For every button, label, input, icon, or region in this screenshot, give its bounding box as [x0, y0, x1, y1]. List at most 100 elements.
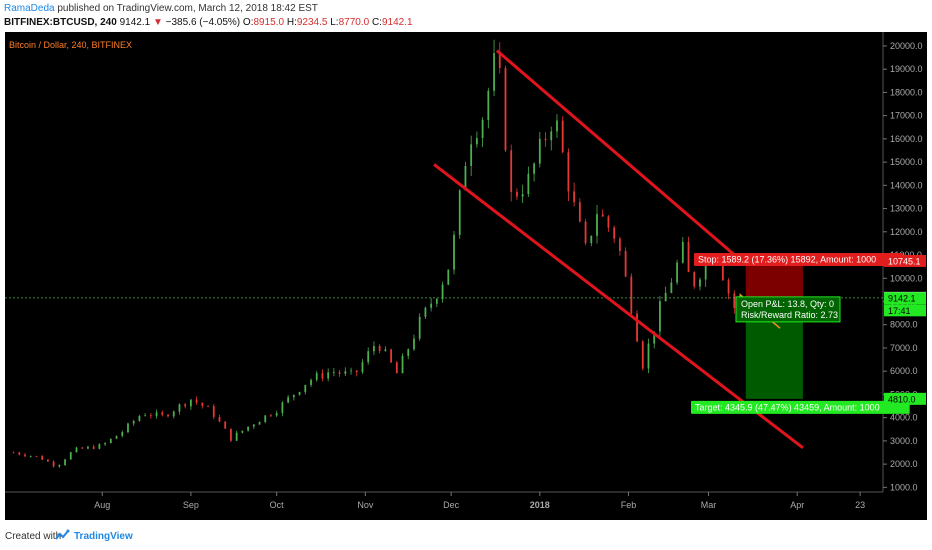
created-with-text: Created with — [5, 531, 62, 542]
x-tick-label: Sep — [183, 500, 199, 510]
target-label: Target: 4345.9 (47.47%) 43459, Amount: 1… — [695, 402, 880, 412]
candle-body — [41, 456, 44, 460]
candle-body — [533, 163, 535, 174]
price-chart[interactable]: 1000.02000.03000.04000.05000.06000.07000… — [5, 32, 927, 520]
publish-info: RamaDeda published on TradingView.com, M… — [4, 3, 318, 14]
candle-body — [178, 404, 181, 412]
candle-body — [378, 346, 381, 351]
tradingview-logo-icon — [55, 529, 70, 540]
candle-body — [510, 150, 513, 192]
candle-body — [12, 452, 15, 454]
candle-body — [332, 372, 335, 373]
candle-body — [550, 131, 553, 141]
stop-label: Stop: 1589.2 (17.36%) 15892, Amount: 100… — [698, 254, 876, 264]
candle-body — [344, 371, 347, 374]
y-tick-label: 19000.0 — [890, 64, 923, 74]
candle-body — [149, 415, 152, 417]
price-tag-background — [884, 392, 926, 405]
channel-line — [495, 49, 741, 261]
ohlc-info: BITFINEX:BTCUSD, 240 9142.1 ▼ −385.6 (−4… — [4, 17, 413, 28]
candle-body — [424, 307, 427, 317]
author-link[interactable]: RamaDeda — [4, 3, 55, 14]
last-price: 9142.1 — [119, 17, 151, 28]
candle-body — [470, 144, 473, 167]
candle-body — [361, 362, 364, 373]
candle-body — [115, 435, 118, 439]
candle-body — [201, 402, 204, 406]
candle-body — [578, 202, 581, 222]
candle-body — [92, 446, 95, 449]
candle-body — [46, 459, 49, 462]
candle-body — [104, 443, 106, 445]
y-tick-label: 7000.0 — [890, 343, 918, 353]
price-tag: 9142.1 — [888, 294, 916, 304]
x-tick-label: Apr — [790, 500, 804, 510]
candle-body — [453, 234, 455, 270]
candle-body — [516, 191, 518, 197]
change-value: −385.6 (−4.05%) — [165, 17, 241, 28]
candle-body — [230, 428, 232, 441]
candle-body — [435, 299, 438, 304]
candle-body — [493, 53, 495, 91]
high-value: 9234.5 — [296, 17, 328, 28]
target-label-background — [691, 400, 910, 414]
candle-body — [733, 293, 736, 308]
x-tick-label: 2018 — [530, 500, 550, 510]
candle-body — [653, 331, 656, 344]
y-tick-label: 16000.0 — [890, 134, 923, 144]
candle-body — [161, 412, 164, 415]
tradingview-brand[interactable]: TradingView — [74, 531, 133, 542]
candle-body — [304, 384, 307, 393]
candle-body — [81, 447, 84, 449]
candle-body — [264, 415, 267, 422]
candle-body — [189, 399, 192, 407]
candle-body — [498, 53, 501, 68]
price-tag-background — [884, 254, 926, 267]
candle-body — [561, 120, 564, 153]
candle-body — [464, 166, 467, 191]
candle-body — [167, 414, 169, 417]
y-tick-label: 20000.0 — [890, 41, 923, 51]
candle-body — [235, 432, 238, 441]
pnl-label: Open P&L: 13.8, Qty: 0 — [741, 299, 834, 309]
open-label: O: — [242, 17, 254, 28]
candle-body — [670, 282, 673, 293]
candle-body — [430, 303, 433, 308]
candle-body — [636, 313, 638, 342]
candle-body — [407, 349, 410, 356]
low-value: 8770.0 — [338, 17, 370, 28]
candle-body — [52, 461, 55, 467]
stop-label-background — [694, 252, 903, 266]
price-tag-background — [884, 304, 926, 317]
candle-body — [475, 138, 478, 145]
high-label: H: — [286, 17, 297, 28]
y-tick-label: 6000.0 — [890, 366, 918, 376]
y-tick-label: 3000.0 — [890, 436, 918, 446]
candle-body — [573, 191, 576, 203]
candle-body — [630, 276, 633, 314]
candle-body — [132, 421, 135, 424]
change-arrow: ▼ — [152, 17, 163, 28]
y-tick-label: 10000.0 — [890, 273, 923, 283]
candle-body — [384, 349, 387, 351]
candle-body — [275, 413, 278, 416]
candle-body — [281, 402, 284, 414]
candle-body — [693, 272, 696, 287]
candle-body — [184, 404, 187, 407]
candle-body — [613, 227, 616, 239]
price-tag: 4810.0 — [888, 394, 916, 404]
y-tick-label: 18000.0 — [890, 87, 923, 97]
candle-body — [155, 412, 158, 417]
candle-body — [138, 416, 141, 422]
candle-body — [127, 423, 129, 433]
candle-body — [24, 454, 26, 457]
price-tag: 17:41 — [888, 306, 911, 316]
target-label-group: Target: 4345.9 (47.47%) 43459, Amount: 1… — [691, 400, 910, 414]
candle-body — [298, 392, 301, 395]
candle-body — [527, 173, 530, 195]
candle-body — [327, 372, 330, 379]
chart-canvas[interactable]: 1000.02000.03000.04000.05000.06000.07000… — [5, 32, 927, 520]
chart-header: RamaDeda published on TradingView.com, M… — [0, 0, 932, 31]
candle-body — [338, 372, 341, 374]
candle-body — [618, 238, 621, 251]
